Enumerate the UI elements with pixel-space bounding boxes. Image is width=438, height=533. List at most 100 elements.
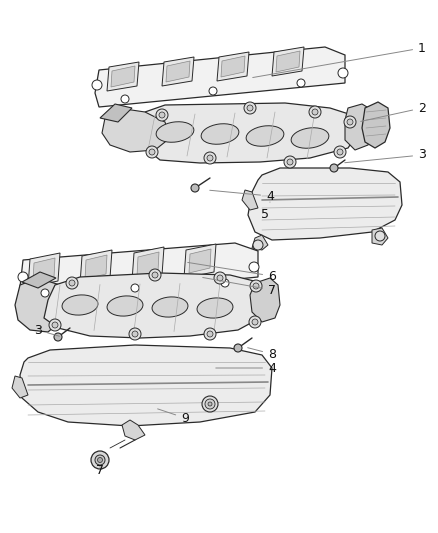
Polygon shape (95, 47, 345, 107)
Circle shape (41, 289, 49, 297)
Text: 4: 4 (216, 361, 276, 375)
Circle shape (297, 79, 305, 87)
Circle shape (253, 240, 263, 250)
Polygon shape (102, 108, 170, 152)
Text: 6: 6 (188, 262, 276, 282)
Text: 8: 8 (248, 348, 276, 360)
Circle shape (252, 319, 258, 325)
Circle shape (149, 149, 155, 155)
Circle shape (284, 156, 296, 168)
Circle shape (204, 328, 216, 340)
Polygon shape (184, 244, 216, 278)
Polygon shape (272, 47, 304, 76)
Circle shape (121, 95, 129, 103)
Text: 3: 3 (34, 324, 59, 336)
Circle shape (234, 344, 242, 352)
Circle shape (202, 396, 218, 412)
Polygon shape (221, 56, 245, 77)
Polygon shape (12, 376, 28, 398)
Text: 9: 9 (158, 409, 189, 424)
Polygon shape (20, 243, 258, 300)
Polygon shape (189, 249, 211, 273)
Circle shape (49, 319, 61, 331)
Circle shape (334, 146, 346, 158)
Polygon shape (132, 247, 164, 281)
Polygon shape (372, 228, 388, 245)
Circle shape (205, 399, 215, 409)
Circle shape (214, 272, 226, 284)
Circle shape (287, 159, 293, 165)
Circle shape (249, 262, 259, 272)
Polygon shape (44, 273, 268, 338)
Polygon shape (217, 52, 249, 81)
Ellipse shape (201, 124, 239, 144)
Polygon shape (111, 66, 135, 87)
Polygon shape (85, 255, 107, 279)
Circle shape (244, 102, 256, 114)
Ellipse shape (197, 298, 233, 318)
Circle shape (156, 109, 168, 121)
Ellipse shape (246, 126, 284, 146)
Circle shape (221, 279, 229, 287)
Circle shape (131, 284, 139, 292)
Circle shape (250, 280, 262, 292)
Circle shape (217, 275, 223, 281)
Circle shape (69, 280, 75, 286)
Ellipse shape (62, 295, 98, 315)
Ellipse shape (291, 128, 329, 148)
Circle shape (159, 112, 165, 118)
Polygon shape (242, 190, 258, 210)
Circle shape (66, 277, 78, 289)
Polygon shape (107, 62, 139, 91)
Circle shape (92, 80, 102, 90)
Polygon shape (162, 57, 194, 86)
Polygon shape (252, 235, 268, 250)
Polygon shape (15, 278, 68, 332)
Polygon shape (122, 420, 145, 440)
Polygon shape (33, 258, 55, 282)
Polygon shape (345, 104, 374, 150)
Text: 7: 7 (203, 278, 276, 296)
Circle shape (146, 146, 158, 158)
Text: 4: 4 (210, 190, 274, 203)
Text: 7: 7 (96, 464, 104, 477)
Circle shape (209, 87, 217, 95)
Circle shape (253, 283, 259, 289)
Polygon shape (28, 253, 60, 287)
Circle shape (247, 105, 253, 111)
Circle shape (312, 109, 318, 115)
Circle shape (208, 402, 212, 406)
Polygon shape (100, 104, 132, 122)
Circle shape (152, 272, 158, 278)
Circle shape (132, 331, 138, 337)
Circle shape (98, 457, 102, 463)
Circle shape (52, 322, 58, 328)
Circle shape (91, 451, 109, 469)
Circle shape (204, 152, 216, 164)
Circle shape (344, 116, 356, 128)
Circle shape (54, 333, 62, 341)
Ellipse shape (156, 122, 194, 142)
Polygon shape (362, 102, 390, 148)
Polygon shape (248, 168, 402, 240)
Polygon shape (80, 250, 112, 284)
Circle shape (330, 164, 338, 172)
Polygon shape (20, 345, 272, 426)
Circle shape (375, 231, 385, 241)
Text: 5: 5 (261, 202, 270, 221)
Text: 2: 2 (361, 101, 426, 122)
Polygon shape (22, 272, 56, 288)
Polygon shape (145, 103, 360, 163)
Circle shape (207, 155, 213, 161)
Polygon shape (250, 278, 280, 322)
Circle shape (347, 119, 353, 125)
Circle shape (338, 68, 348, 78)
Ellipse shape (152, 297, 188, 317)
Circle shape (129, 328, 141, 340)
Polygon shape (276, 51, 300, 72)
Text: 1: 1 (253, 42, 426, 77)
Polygon shape (137, 252, 159, 276)
Circle shape (18, 272, 28, 282)
Polygon shape (166, 61, 190, 82)
Circle shape (191, 184, 199, 192)
